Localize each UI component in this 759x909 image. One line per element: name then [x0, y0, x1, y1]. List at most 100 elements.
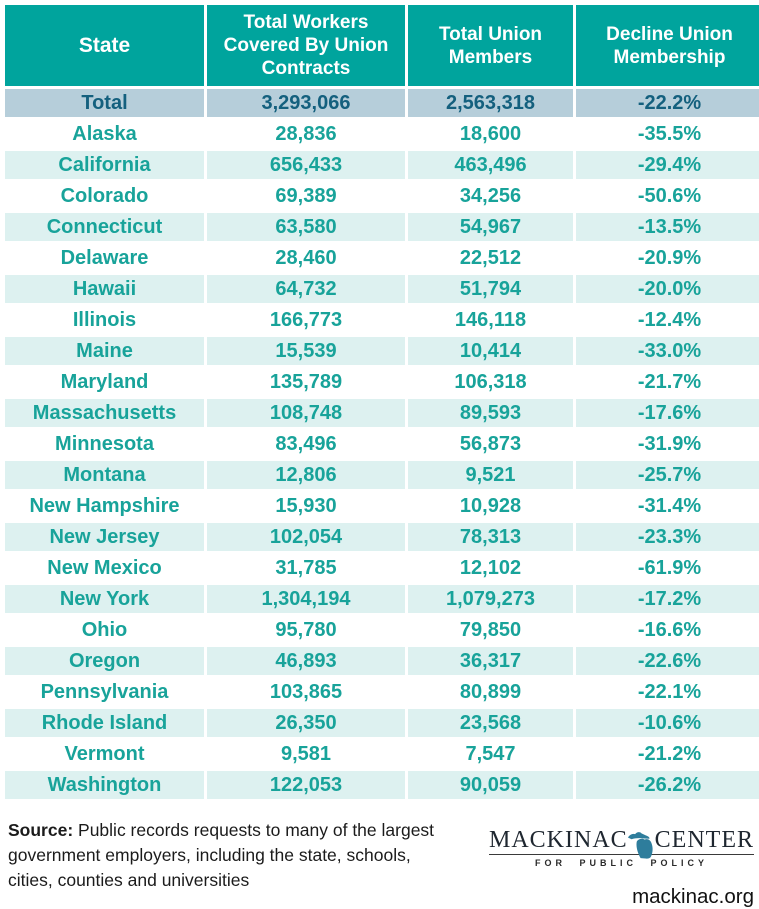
state-name-cell: Massachusetts	[5, 399, 204, 427]
table-row: California 656,433 463,496 -29.4%	[5, 151, 759, 179]
members-value-cell: 463,496	[408, 151, 573, 179]
table-row: Hawaii 64,732 51,794 -20.0%	[5, 275, 759, 303]
covered-value-cell: 15,539	[207, 337, 405, 365]
covered-value-cell: 1,304,194	[207, 585, 405, 613]
decline-value-cell: -22.1%	[576, 678, 759, 706]
state-name-cell: Connecticut	[5, 213, 204, 241]
covered-value-cell: 26,350	[207, 709, 405, 737]
state-name-cell: Montana	[5, 461, 204, 489]
members-value-cell: 54,967	[408, 213, 573, 241]
decline-value-cell: -20.0%	[576, 275, 759, 303]
total-row-label: Total	[5, 89, 204, 117]
members-value-cell: 78,313	[408, 523, 573, 551]
table-row: Montana 12,806 9,521 -25.7%	[5, 461, 759, 489]
decline-value-cell: -10.6%	[576, 709, 759, 737]
total-members-value: 2,563,318	[408, 89, 573, 117]
column-header-state: State	[5, 5, 204, 86]
state-name-cell: California	[5, 151, 204, 179]
table-body: Total 3,293,066 2,563,318 -22.2% Alaska 2…	[5, 89, 759, 799]
table-row: Maine 15,539 10,414 -33.0%	[5, 337, 759, 365]
members-value-cell: 18,600	[408, 120, 573, 148]
table-row: Ohio 95,780 79,850 -16.6%	[5, 616, 759, 644]
decline-value-cell: -20.9%	[576, 244, 759, 272]
decline-value-cell: -22.6%	[576, 647, 759, 675]
covered-value-cell: 103,865	[207, 678, 405, 706]
members-value-cell: 23,568	[408, 709, 573, 737]
members-value-cell: 80,899	[408, 678, 573, 706]
decline-value-cell: -17.6%	[576, 399, 759, 427]
decline-value-cell: -21.7%	[576, 368, 759, 396]
covered-value-cell: 46,893	[207, 647, 405, 675]
covered-value-cell: 64,732	[207, 275, 405, 303]
state-name-cell: Hawaii	[5, 275, 204, 303]
column-header-members: Total Union Members	[408, 5, 573, 86]
column-header-decline: Decline Union Membership	[576, 5, 759, 86]
state-name-cell: Minnesota	[5, 430, 204, 458]
covered-value-cell: 15,930	[207, 492, 405, 520]
decline-value-cell: -35.5%	[576, 120, 759, 148]
logo-lockup: MACKINAC CENTER FOR PUBLIC POLICY	[488, 826, 754, 868]
decline-value-cell: -17.2%	[576, 585, 759, 613]
michigan-state-icon	[627, 832, 653, 859]
source-text: Public records requests to many of the l…	[8, 820, 435, 890]
table-row: New Hampshire 15,930 10,928 -31.4%	[5, 492, 759, 520]
members-value-cell: 34,256	[408, 182, 573, 210]
members-value-cell: 146,118	[408, 306, 573, 334]
logo-word-right: CENTER	[654, 827, 754, 853]
state-name-cell: Colorado	[5, 182, 204, 210]
covered-value-cell: 28,460	[207, 244, 405, 272]
decline-value-cell: -33.0%	[576, 337, 759, 365]
table-row: New York 1,304,194 1,079,273 -17.2%	[5, 585, 759, 613]
decline-value-cell: -12.4%	[576, 306, 759, 334]
covered-value-cell: 9,581	[207, 740, 405, 768]
state-name-cell: Vermont	[5, 740, 204, 768]
covered-value-cell: 122,053	[207, 771, 405, 799]
mackinac-url: mackinac.org	[632, 885, 754, 908]
decline-value-cell: -31.4%	[576, 492, 759, 520]
state-name-cell: Rhode Island	[5, 709, 204, 737]
table-row: New Mexico 31,785 12,102 -61.9%	[5, 554, 759, 582]
decline-value-cell: -16.6%	[576, 616, 759, 644]
covered-value-cell: 28,836	[207, 120, 405, 148]
table-row: Illinois 166,773 146,118 -12.4%	[5, 306, 759, 334]
table-row: Connecticut 63,580 54,967 -13.5%	[5, 213, 759, 241]
source-label: Source:	[8, 820, 74, 840]
members-value-cell: 10,928	[408, 492, 573, 520]
state-name-cell: Pennsylvania	[5, 678, 204, 706]
covered-value-cell: 63,580	[207, 213, 405, 241]
members-value-cell: 10,414	[408, 337, 573, 365]
covered-value-cell: 108,748	[207, 399, 405, 427]
decline-value-cell: -50.6%	[576, 182, 759, 210]
covered-value-cell: 69,389	[207, 182, 405, 210]
decline-value-cell: -13.5%	[576, 213, 759, 241]
logo-wordmark: MACKINAC CENTER	[489, 826, 754, 859]
state-name-cell: Alaska	[5, 120, 204, 148]
column-header-covered: Total Workers Covered By Union Contracts	[207, 5, 405, 86]
members-value-cell: 79,850	[408, 616, 573, 644]
table-row: Minnesota 83,496 56,873 -31.9%	[5, 430, 759, 458]
state-name-cell: Washington	[5, 771, 204, 799]
table-row: Pennsylvania 103,865 80,899 -22.1%	[5, 678, 759, 706]
table-row: Oregon 46,893 36,317 -22.6%	[5, 647, 759, 675]
decline-value-cell: -26.2%	[576, 771, 759, 799]
state-name-cell: New Mexico	[5, 554, 204, 582]
decline-value-cell: -23.3%	[576, 523, 759, 551]
total-decline-value: -22.2%	[576, 89, 759, 117]
state-name-cell: Illinois	[5, 306, 204, 334]
state-name-cell: Maryland	[5, 368, 204, 396]
mackinac-center-logo: MACKINAC CENTER FOR PUBLIC POLICY mackin…	[488, 818, 754, 909]
covered-value-cell: 12,806	[207, 461, 405, 489]
covered-value-cell: 166,773	[207, 306, 405, 334]
members-value-cell: 51,794	[408, 275, 573, 303]
table-row: Maryland 135,789 106,318 -21.7%	[5, 368, 759, 396]
logo-tagline: FOR PUBLIC POLICY	[488, 854, 754, 868]
state-name-cell: New Hampshire	[5, 492, 204, 520]
members-value-cell: 12,102	[408, 554, 573, 582]
members-value-cell: 56,873	[408, 430, 573, 458]
members-value-cell: 106,318	[408, 368, 573, 396]
covered-value-cell: 135,789	[207, 368, 405, 396]
state-name-cell: New Jersey	[5, 523, 204, 551]
members-value-cell: 90,059	[408, 771, 573, 799]
total-covered-value: 3,293,066	[207, 89, 405, 117]
